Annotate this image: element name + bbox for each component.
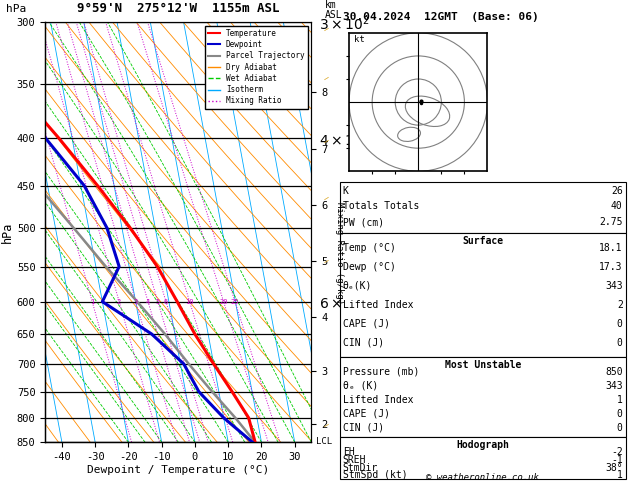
- Text: Surface: Surface: [462, 236, 503, 246]
- X-axis label: Dewpoint / Temperature (°C): Dewpoint / Temperature (°C): [87, 465, 269, 475]
- Text: θₑ(K): θₑ(K): [343, 281, 372, 291]
- Text: 1: 1: [617, 395, 623, 405]
- Text: Lifted Index: Lifted Index: [343, 395, 413, 405]
- Text: Most Unstable: Most Unstable: [445, 360, 521, 370]
- Text: K: K: [343, 186, 348, 196]
- Text: 9°59'N  275°12'W  1155m ASL: 9°59'N 275°12'W 1155m ASL: [77, 2, 279, 15]
- Text: 1: 1: [90, 299, 94, 305]
- Text: CAPE (J): CAPE (J): [343, 409, 390, 419]
- Text: 2.75: 2.75: [599, 217, 623, 227]
- Text: CAPE (J): CAPE (J): [343, 319, 390, 329]
- Text: 25: 25: [230, 299, 239, 305]
- Text: —: —: [323, 193, 331, 204]
- Text: Totals Totals: Totals Totals: [343, 201, 419, 211]
- Text: 40: 40: [611, 201, 623, 211]
- Text: hPa: hPa: [6, 4, 26, 14]
- Text: Mixing Ratio (g/kg): Mixing Ratio (g/kg): [335, 202, 344, 304]
- Y-axis label: hPa: hPa: [1, 222, 14, 243]
- Text: 20: 20: [219, 299, 228, 305]
- Text: —: —: [323, 73, 331, 84]
- Text: Hodograph: Hodograph: [456, 440, 509, 450]
- Text: km
ASL: km ASL: [325, 0, 343, 20]
- Text: 26: 26: [611, 186, 623, 196]
- Text: —: —: [323, 137, 331, 147]
- Text: θₑ (K): θₑ (K): [343, 381, 378, 391]
- Text: 18.1: 18.1: [599, 243, 623, 253]
- Text: Dewp (°C): Dewp (°C): [343, 262, 396, 272]
- Text: StmSpd (kt): StmSpd (kt): [343, 470, 408, 481]
- Text: CIN (J): CIN (J): [343, 338, 384, 348]
- Text: CIN (J): CIN (J): [343, 423, 384, 433]
- Text: 10: 10: [185, 299, 194, 305]
- Text: —: —: [323, 24, 331, 35]
- Text: 0: 0: [617, 423, 623, 433]
- Text: 30.04.2024  12GMT  (Base: 06): 30.04.2024 12GMT (Base: 06): [343, 12, 538, 22]
- Text: 0: 0: [617, 409, 623, 419]
- Text: © weatheronline.co.uk: © weatheronline.co.uk: [426, 473, 539, 482]
- Text: 0: 0: [617, 338, 623, 348]
- Text: 850: 850: [605, 367, 623, 377]
- Text: 38°: 38°: [605, 463, 623, 473]
- Text: —: —: [323, 420, 331, 431]
- Text: LCL: LCL: [316, 437, 333, 446]
- Text: 343: 343: [605, 281, 623, 291]
- Text: 17.3: 17.3: [599, 262, 623, 272]
- Text: 5: 5: [155, 299, 160, 305]
- Text: 2: 2: [117, 299, 121, 305]
- Text: 2: 2: [617, 300, 623, 310]
- Text: Lifted Index: Lifted Index: [343, 300, 413, 310]
- Text: 6: 6: [164, 299, 168, 305]
- Text: EH: EH: [343, 447, 355, 457]
- Text: -2: -2: [611, 447, 623, 457]
- Text: —: —: [323, 256, 331, 267]
- Text: 4: 4: [146, 299, 150, 305]
- Legend: Temperature, Dewpoint, Parcel Trajectory, Dry Adiabat, Wet Adiabat, Isotherm, Mi: Temperature, Dewpoint, Parcel Trajectory…: [205, 26, 308, 108]
- Text: SREH: SREH: [343, 455, 366, 465]
- Text: StmDir: StmDir: [343, 463, 378, 473]
- Text: Temp (°C): Temp (°C): [343, 243, 396, 253]
- Text: 3: 3: [133, 299, 138, 305]
- Text: 343: 343: [605, 381, 623, 391]
- Text: 1: 1: [617, 470, 623, 481]
- Text: 0: 0: [617, 319, 623, 329]
- Text: Pressure (mb): Pressure (mb): [343, 367, 419, 377]
- Text: PW (cm): PW (cm): [343, 217, 384, 227]
- Text: kt: kt: [353, 35, 364, 44]
- Text: -1: -1: [611, 455, 623, 465]
